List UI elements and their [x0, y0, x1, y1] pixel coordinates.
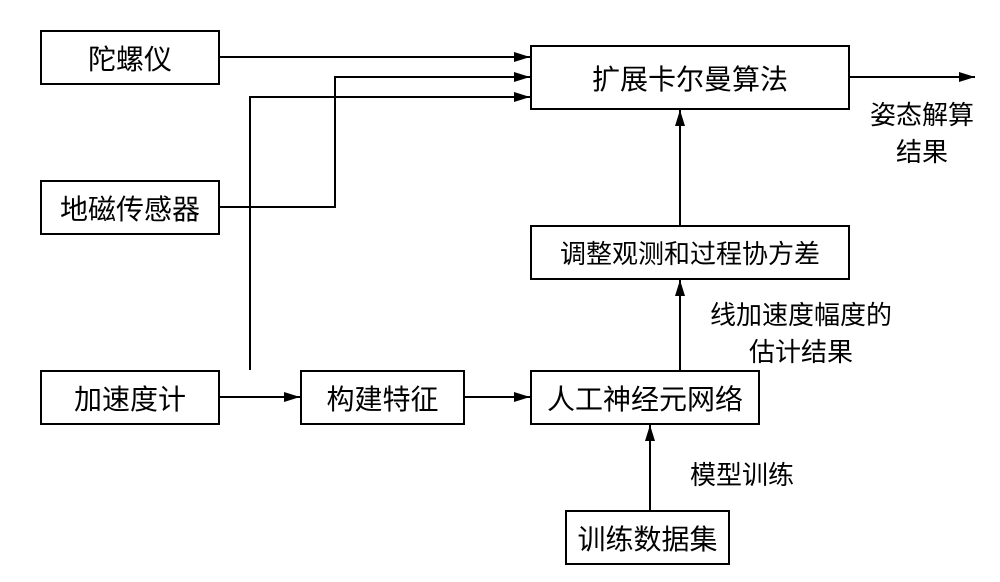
arrows-layer [0, 0, 1000, 582]
node-accel-label: 加速度计 [74, 378, 186, 418]
label-model-training: 模型训练 [690, 455, 794, 492]
node-gyro-label: 陀螺仪 [88, 38, 172, 78]
node-magnetometer: 地磁传感器 [40, 180, 220, 235]
node-training-set: 训练数据集 [565, 510, 730, 565]
node-mag-label: 地磁传感器 [60, 188, 200, 228]
node-gyro: 陀螺仪 [40, 30, 220, 85]
label-output-text: 姿态解算 结果 [870, 101, 974, 167]
node-feat-label: 构建特征 [326, 378, 438, 418]
node-train-label: 训练数据集 [577, 518, 717, 558]
diagram-stage: 陀螺仪 地磁传感器 加速度计 构建特征 人工神经元网络 训练数据集 调整观测和过… [0, 0, 1000, 582]
label-estimate: 线加速度幅度的 估计结果 [710, 295, 892, 369]
node-ann-label: 人工神经元网络 [547, 378, 743, 418]
label-training-text: 模型训练 [690, 461, 794, 490]
label-estimate-text: 线加速度幅度的 估计结果 [710, 301, 892, 367]
node-ekf-label: 扩展卡尔曼算法 [592, 58, 788, 98]
node-adjust-label: 调整观测和过程协方差 [560, 234, 820, 271]
node-neural-network: 人工神经元网络 [530, 370, 760, 425]
node-adjust-cov: 调整观测和过程协方差 [530, 225, 850, 280]
node-ekf: 扩展卡尔曼算法 [530, 45, 850, 110]
node-accelerometer: 加速度计 [40, 370, 220, 425]
node-build-features: 构建特征 [300, 370, 465, 425]
label-output: 姿态解算 结果 [870, 95, 974, 169]
